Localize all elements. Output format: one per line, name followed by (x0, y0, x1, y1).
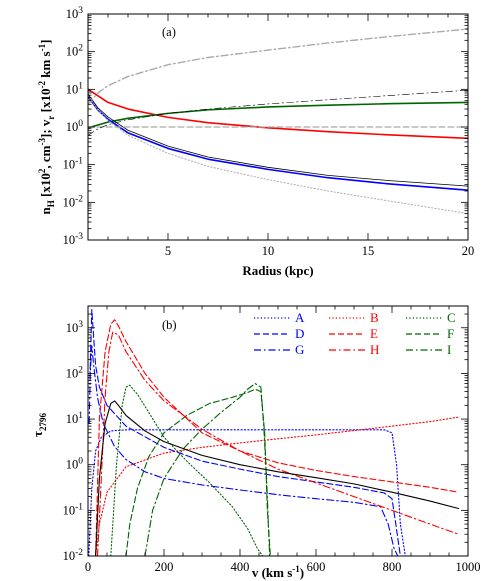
y-tick-label: 100 (66, 119, 84, 134)
x-tick-label: 5 (165, 244, 171, 258)
x-tick-label: 1000 (456, 560, 481, 574)
panel-a: 5 10 15 20 10-3 10-2 10-1 100 101 102 103 (a) Radius… (37, 6, 474, 278)
x-tick-label: 400 (231, 560, 250, 574)
y-tick-label: 102 (66, 44, 84, 59)
legend-label-g: G (295, 342, 304, 357)
x-tick-label: 600 (307, 560, 326, 574)
series-line-8 (88, 89, 468, 136)
series-line-h (96, 331, 460, 556)
series-line-total (95, 400, 460, 556)
series-line-b (95, 416, 460, 556)
y-tick-label: 103 (66, 6, 84, 21)
series-line-5 (88, 94, 468, 215)
series-line-e (95, 319, 460, 556)
series-line-g (88, 345, 399, 556)
panel-label: (a) (162, 25, 176, 39)
legend-label-e: E (370, 326, 378, 341)
y-tick-label: 10-1 (63, 157, 84, 172)
x-axis-label: v (km s-1) (252, 564, 304, 580)
legend: A B C D E F G H I (254, 310, 456, 357)
x-tick-label: 800 (383, 560, 402, 574)
series-line-a (88, 429, 406, 556)
legend-label-b: B (370, 310, 379, 325)
y-tick-label: 101 (66, 411, 84, 426)
x-tick-label: 20 (462, 244, 475, 258)
y-tick-label: 10-1 (63, 502, 84, 517)
panel-label: (b) (162, 318, 177, 332)
x-tick-label: 10 (262, 244, 275, 258)
series-line-d (89, 309, 401, 556)
legend-label-f: F (447, 326, 454, 341)
y-tick-label: 10-3 (63, 232, 84, 247)
y-tick-label: 102 (66, 365, 84, 380)
legend-label-h: H (370, 342, 379, 357)
x-tick-label: 15 (362, 244, 375, 258)
series-group (88, 309, 460, 556)
y-axis-label: nH [x102, cm-3]; vr [x10-2 km s-1] (37, 40, 56, 215)
y-axis-label: τ2796 (30, 413, 48, 438)
series-line-4 (88, 93, 468, 187)
x-axis-label: Radius (kpc) (242, 263, 313, 278)
panel-b: 0 200 400 600 800 1000 10-2 10-1 100 101 102 103 (b)… (30, 305, 481, 580)
legend-label-a: A (295, 310, 305, 325)
y-tick-label: 10-2 (63, 194, 84, 209)
y-tick-label: 100 (66, 457, 84, 472)
series-line-1 (88, 88, 468, 140)
legend-label-c: C (447, 310, 456, 325)
x-tick-label: 0 (85, 560, 91, 574)
series-line-f (125, 388, 271, 556)
x-tick-label: 200 (155, 560, 174, 574)
legend-label-d: D (295, 326, 304, 341)
y-tick-label: 101 (66, 81, 84, 96)
series-line-c (110, 384, 264, 556)
series-line-2 (88, 101, 468, 129)
series-line-i (144, 382, 271, 556)
y-tick-label: 10-2 (63, 548, 84, 563)
series-line-7 (88, 28, 468, 106)
series-group (88, 28, 468, 215)
y-tick-label: 103 (66, 320, 84, 335)
legend-label-i: I (447, 342, 451, 357)
